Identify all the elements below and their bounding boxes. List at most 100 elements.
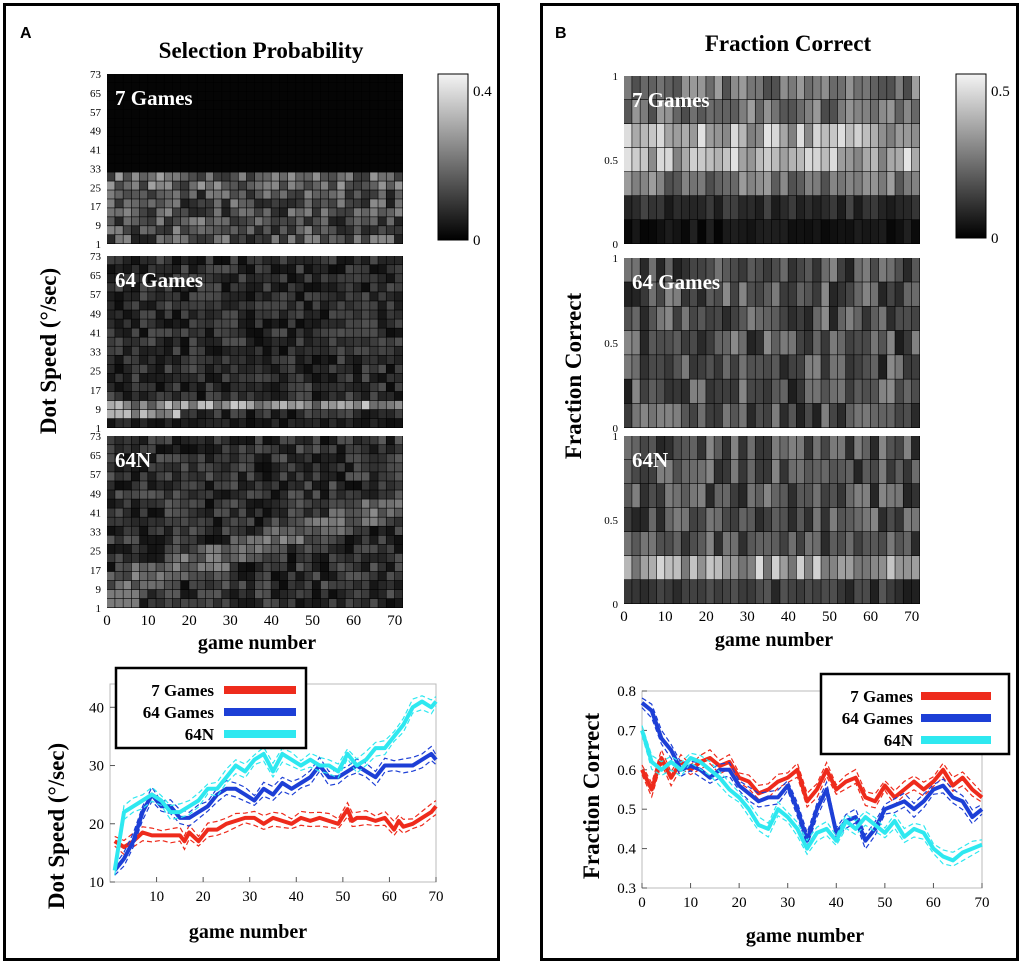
heatmap-cell: [304, 418, 312, 428]
heatmap-cell: [304, 256, 312, 265]
heatmap-cell: [895, 379, 903, 404]
heatmap-cell: [796, 355, 805, 379]
heatmap-cell: [115, 190, 123, 199]
heatmap-cell: [304, 208, 312, 217]
heatmap-cell: [279, 364, 288, 374]
heatmap-cell: [730, 124, 739, 148]
heatmap-cell: [263, 472, 271, 481]
heatmap-cell: [131, 292, 140, 301]
heatmap-cell: [796, 580, 805, 604]
heatmap-cell: [279, 454, 288, 463]
heatmap-cell: [312, 283, 321, 292]
heatmap-cell: [279, 199, 288, 208]
heatmap-cell: [197, 409, 206, 419]
heatmap-cell: [361, 127, 370, 137]
heatmap-cell: [164, 310, 173, 319]
heatmap-cell: [197, 172, 206, 181]
heatmap-cell: [197, 346, 206, 355]
heatmap-cell: [870, 196, 879, 220]
heatmap-cell: [205, 136, 214, 145]
heatmap-cell: [197, 454, 206, 463]
heatmap-cell: [222, 400, 230, 410]
heatmap-cell: [394, 409, 403, 419]
heatmap-cell: [279, 445, 288, 454]
heatmap-cell: [739, 330, 747, 355]
heatmap-y-tick-label: 9: [96, 220, 102, 232]
heatmap-cell: [854, 580, 862, 604]
heatmap-cell: [903, 484, 912, 508]
heatmap-cell: [755, 508, 764, 532]
series-error-lower: [114, 814, 437, 856]
heatmap-cell: [870, 100, 879, 124]
heatmap-cell: [755, 76, 764, 100]
heatmap-cell: [378, 382, 386, 392]
series-error-lower: [641, 735, 983, 867]
heatmap-cell: [148, 346, 156, 355]
heatmap-cell: [148, 571, 156, 581]
heatmap-cell: [394, 217, 403, 226]
heatmap-cell: [213, 145, 222, 154]
heatmap-cell: [320, 580, 329, 590]
heatmap-cell: [222, 445, 230, 454]
heatmap-cell: [846, 508, 854, 532]
heatmap-cell: [148, 337, 156, 346]
heatmap-cell: [788, 379, 797, 404]
heatmap-cell: [131, 217, 140, 226]
heatmap-cell: [123, 301, 132, 310]
heatmap-cell: [230, 490, 238, 499]
heatmap-cell: [131, 208, 140, 217]
heatmap-cell: [320, 535, 329, 545]
heatmap-cell: [213, 544, 222, 554]
heatmap-cell: [386, 553, 395, 563]
heatmap-cell: [656, 436, 665, 460]
heatmap-cell: [854, 196, 862, 220]
heatmap-cell: [246, 265, 255, 274]
heatmap-cell: [139, 589, 148, 599]
heatmap-cell: [189, 181, 197, 190]
heatmap-cell: [115, 373, 123, 383]
heatmap-cell: [107, 562, 115, 572]
heatmap-cell: [829, 556, 838, 580]
heatmap-cell: [238, 163, 247, 172]
heatmap-cell: [246, 544, 255, 554]
heatmap-cell: [320, 553, 329, 563]
heatmap-cell: [829, 172, 838, 196]
heatmap-cell: [353, 436, 362, 445]
heatmap-cell: [386, 154, 395, 163]
heatmap-cell: [378, 256, 386, 265]
heatmap-cell: [312, 154, 321, 163]
heatmap-cell: [640, 580, 649, 604]
heatmap-cell: [329, 346, 337, 355]
heatmap-cell: [139, 100, 148, 110]
legend-label: 64N: [884, 731, 914, 750]
heatmap-cell: [624, 220, 632, 244]
heatmap-y-tick-label: 9: [96, 404, 102, 416]
heatmap-cell: [394, 301, 403, 310]
heatmap-x-axis-label: game number: [198, 632, 316, 654]
heatmap-cell: [656, 124, 665, 148]
heatmap-cell: [681, 76, 690, 100]
heatmap-cell: [107, 217, 115, 226]
heatmap-cell: [378, 127, 386, 137]
heatmap-cell: [846, 148, 854, 172]
heatmap-cell: [813, 460, 821, 484]
heatmap-cell: [378, 346, 386, 355]
heatmap-cell: [181, 235, 189, 244]
heatmap-cell: [730, 220, 739, 244]
heatmap-cell: [156, 199, 164, 208]
heatmap-cell: [115, 391, 123, 401]
heatmap-cell: [378, 526, 386, 535]
heatmap-cell: [911, 196, 920, 220]
heatmap-cell: [312, 217, 321, 226]
heatmap-cell: [287, 274, 296, 283]
heatmap-cell: [345, 544, 354, 554]
heatmap-cell: [378, 571, 386, 581]
heatmap-cell: [730, 436, 739, 460]
heatmap-cell: [370, 100, 378, 110]
heatmap-cell: [148, 382, 156, 392]
heatmap-cell: [370, 517, 378, 526]
heatmap-cell: [213, 526, 222, 535]
heatmap-cell: [329, 409, 337, 419]
heatmap-cell: [312, 74, 321, 83]
heatmap-cell: [648, 306, 657, 331]
